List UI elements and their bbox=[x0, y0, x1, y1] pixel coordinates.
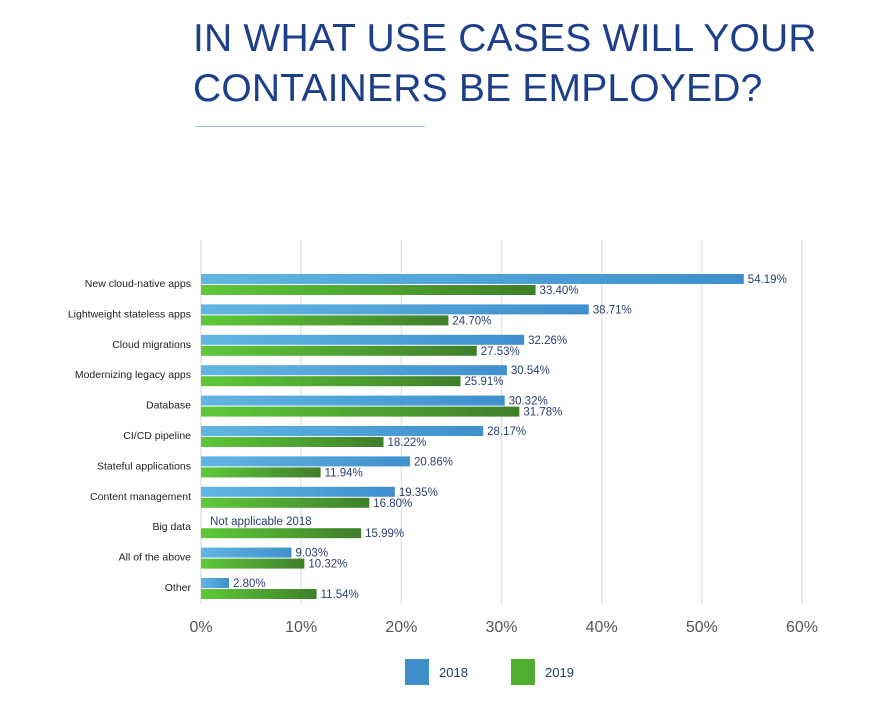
chart-title-line-1: IN WHAT USE CASES WILL YOUR bbox=[193, 17, 817, 60]
chart-title-line-2: CONTAINERS BE EMPLOYED? bbox=[193, 67, 763, 110]
category-label: Lightweight stateless apps bbox=[68, 308, 191, 320]
data-label-2019: 16.80% bbox=[373, 498, 412, 510]
title-underline bbox=[195, 126, 425, 127]
data-label-2019: 25.91% bbox=[465, 376, 504, 388]
legend-item-2018: 2018 bbox=[405, 659, 468, 685]
data-label-2019: 24.70% bbox=[452, 315, 491, 327]
data-label-2018: 20.86% bbox=[414, 456, 453, 468]
x-tick-label: 40% bbox=[586, 619, 618, 636]
legend-label-2018: 2018 bbox=[439, 664, 468, 680]
bar-2018 bbox=[201, 304, 589, 315]
category-label: Other bbox=[165, 582, 192, 594]
bar-2019 bbox=[201, 558, 305, 569]
x-tick-label: 60% bbox=[786, 619, 818, 636]
category-label: New cloud-native apps bbox=[85, 278, 191, 290]
data-label-2019: 10.32% bbox=[308, 559, 347, 571]
category-label: Content management bbox=[90, 491, 191, 503]
bar-2018 bbox=[201, 547, 292, 558]
x-tick-label: 30% bbox=[485, 619, 517, 636]
category-label: Modernizing legacy apps bbox=[75, 369, 191, 381]
bar-2019 bbox=[201, 497, 370, 508]
data-label-2018: 2.80% bbox=[233, 578, 266, 590]
data-label-2018: Not applicable 2018 bbox=[210, 516, 312, 528]
data-label-2019: 11.54% bbox=[321, 589, 359, 601]
bar-2019 bbox=[201, 345, 477, 356]
bar-2018 bbox=[201, 334, 525, 345]
data-label-2018: 38.71% bbox=[593, 304, 632, 316]
bar-2018 bbox=[201, 486, 395, 497]
bar-2019 bbox=[201, 467, 321, 478]
bar-2018 bbox=[201, 456, 410, 467]
legend-swatch-2018 bbox=[405, 659, 429, 685]
bar-2019 bbox=[201, 376, 461, 387]
data-label-2019: 18.22% bbox=[388, 437, 427, 449]
x-tick-label: 50% bbox=[686, 619, 718, 636]
x-tick-label: 10% bbox=[285, 619, 317, 636]
data-label-2018: 9.03% bbox=[295, 548, 328, 560]
data-label-2018: 32.26% bbox=[528, 335, 567, 347]
chart-title: IN WHAT USE CASES WILL YOUR CONTAINERS B… bbox=[193, 14, 873, 114]
bar-2019 bbox=[201, 315, 449, 326]
bar-chart: 0% 10% 20% 30% 40% 50% 60% New cloud-native app… bbox=[68, 240, 818, 636]
data-label-2018: 28.17% bbox=[487, 426, 526, 438]
data-label-2018: 30.54% bbox=[511, 365, 550, 377]
bar-2018 bbox=[201, 365, 507, 376]
bar-2018 bbox=[201, 395, 505, 406]
legend-item-2019: 2019 bbox=[511, 659, 574, 685]
bar-2018 bbox=[201, 274, 744, 284]
bar-2018 bbox=[201, 578, 230, 588]
category-label: Big data bbox=[152, 521, 191, 533]
bar-2019 bbox=[201, 589, 317, 599]
bar-2019 bbox=[201, 528, 362, 539]
data-label-2018: 19.35% bbox=[399, 487, 438, 499]
legend-label-2019: 2019 bbox=[545, 664, 574, 680]
data-label-2019: 31.78% bbox=[523, 407, 562, 419]
data-label-2018: 30.32% bbox=[509, 396, 548, 408]
data-label-2018: 54.19% bbox=[748, 274, 787, 286]
bar-2019 bbox=[201, 406, 520, 417]
category-label: CI/CD pipeline bbox=[123, 430, 191, 442]
category-label: Cloud migrations bbox=[112, 339, 191, 351]
x-tick-label: 20% bbox=[385, 619, 417, 636]
x-tick-label: 0% bbox=[189, 619, 212, 636]
data-label-2019: 27.53% bbox=[481, 346, 520, 358]
category-label: Stateful applications bbox=[97, 460, 191, 472]
data-label-2019: 15.99% bbox=[365, 528, 404, 540]
data-label-2019: 11.94% bbox=[325, 467, 363, 479]
category-label: Database bbox=[146, 400, 191, 412]
category-label: All of the above bbox=[119, 552, 192, 564]
data-label-2019: 33.40% bbox=[540, 285, 579, 297]
bar-2019 bbox=[201, 285, 536, 295]
legend-swatch-2019 bbox=[511, 659, 535, 685]
bar-2019 bbox=[201, 437, 384, 447]
bar-2018 bbox=[201, 426, 484, 436]
